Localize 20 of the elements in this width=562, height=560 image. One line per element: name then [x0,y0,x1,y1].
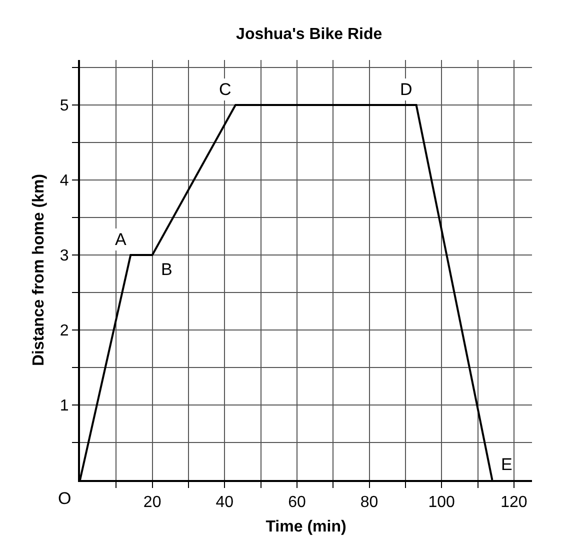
annotation: D [400,80,412,99]
y-tick-label: 2 [60,322,69,340]
x-tick-label: 40 [216,494,234,512]
y-tick-label: 5 [60,98,69,115]
annotation: E [501,455,512,474]
x-tick-label: 60 [288,494,306,512]
x-tick-label: 100 [428,494,456,512]
x-tick-label: 80 [360,494,378,512]
y-tick-label: 1 [60,398,69,415]
annotation: O [58,489,72,508]
annotation: B [161,260,172,279]
y-tick-label: 3 [60,248,69,265]
y-tick-label: 4 [60,172,69,190]
x-axis-title: Time (min) [266,518,346,536]
y-axis-title: Distance from home (km) [30,174,48,366]
x-tick-label: 120 [500,494,528,512]
chart-title: Joshua's Bike Ride [236,26,382,44]
annotation: A [115,230,127,249]
annotation: C [219,80,232,99]
x-tick-label: 20 [143,494,162,512]
